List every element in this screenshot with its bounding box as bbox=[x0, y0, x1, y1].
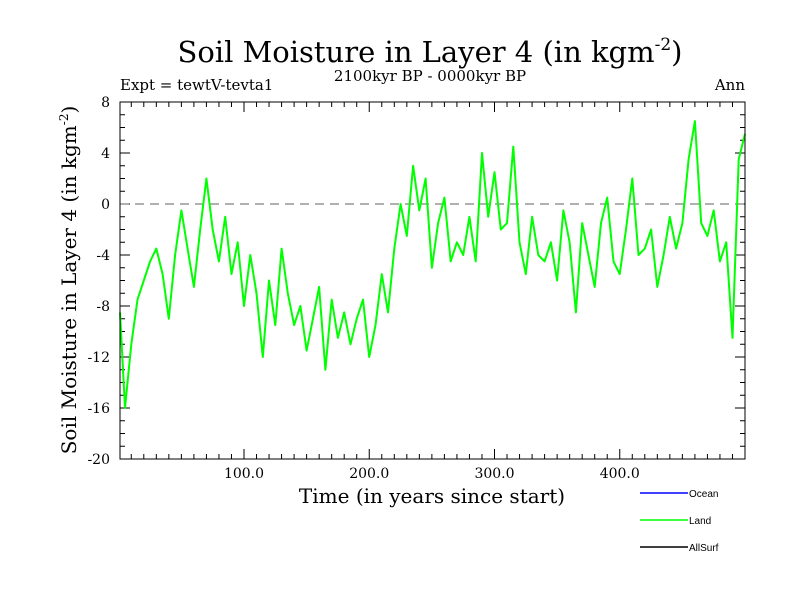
series-group bbox=[119, 120, 746, 409]
legend-label-land: Land bbox=[689, 516, 711, 527]
series-line-land bbox=[119, 120, 746, 409]
y-tick-label: -20 bbox=[87, 452, 110, 468]
x-tick-label: 200.0 bbox=[349, 466, 389, 482]
y-tick-label: 0 bbox=[101, 197, 110, 213]
x-tick-label: 300.0 bbox=[474, 466, 514, 482]
y-tick-label: 8 bbox=[101, 95, 110, 111]
chart-title: Soil Moisture in Layer 4 (in kgm-2) bbox=[177, 35, 682, 69]
season-label: Ann bbox=[714, 76, 745, 94]
x-axis-label: Time (in years since start) bbox=[299, 484, 565, 508]
experiment-label: Expt = tewtV-tevta1 bbox=[120, 76, 273, 94]
period-label: 2100kyr BP - 0000kyr BP bbox=[334, 67, 526, 85]
tick-labels: 8 4 0 -4 -8 -12 -16 -20 100.0 200.0 300.0 400.0 bbox=[87, 95, 639, 482]
legend: Ocean Land AllSurf bbox=[640, 489, 719, 554]
y-tick-label: 4 bbox=[101, 146, 110, 162]
y-tick-label: -16 bbox=[87, 401, 110, 417]
legend-label-ocean: Ocean bbox=[689, 489, 718, 500]
x-tick-label: 100.0 bbox=[224, 466, 264, 482]
y-tick-label: -12 bbox=[87, 350, 110, 366]
y-tick-label: -8 bbox=[96, 299, 110, 315]
y-tick-label: -4 bbox=[96, 248, 110, 264]
axis-ticks bbox=[120, 101, 745, 460]
x-tick-label: 400.0 bbox=[600, 466, 640, 482]
legend-label-allsurf: AllSurf bbox=[689, 543, 719, 554]
y-axis-label: Soil Moisture in Layer 4 (in kgm-2) bbox=[57, 106, 81, 455]
plot-frame bbox=[119, 101, 746, 460]
